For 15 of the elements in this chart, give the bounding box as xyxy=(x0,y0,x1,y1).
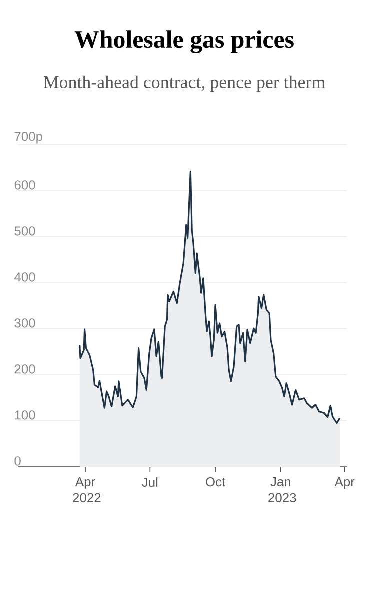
y-tick-label: 500 xyxy=(14,226,36,236)
x-tick-label: Jan 2023 xyxy=(268,478,296,502)
y-tick-label: 300 xyxy=(14,318,36,328)
y-tick-label: 200 xyxy=(14,364,36,374)
chart-subtitle: Month-ahead contract, pence per therm xyxy=(44,76,326,92)
y-tick-label: 600 xyxy=(14,180,36,190)
x-tick-label: Apr xyxy=(334,478,355,490)
y-tick-label: 100 xyxy=(15,410,36,420)
chart-title: Wholesale gas prices xyxy=(74,30,294,54)
x-tick-label: Jul xyxy=(142,478,158,488)
y-tick-label: 0 xyxy=(14,456,21,466)
y-tick-label: 400 xyxy=(14,272,36,282)
x-tick-label: Apr 2022 xyxy=(73,478,101,502)
y-tick-label: 700p xyxy=(14,132,42,144)
x-tick-label: Oct xyxy=(206,478,226,487)
